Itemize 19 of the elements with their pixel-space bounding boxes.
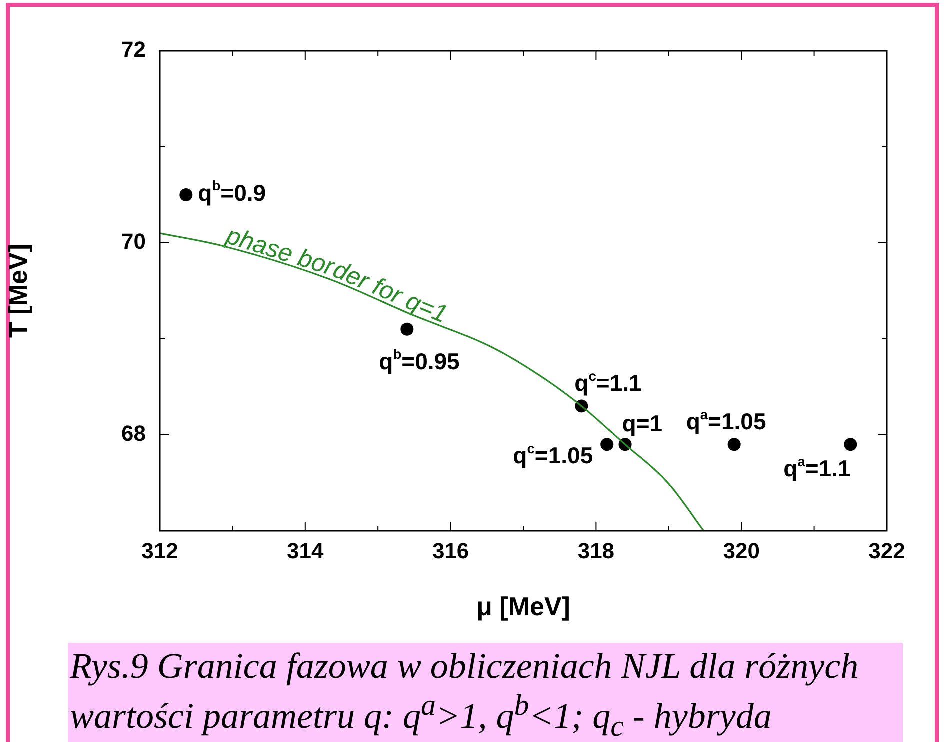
annotation: q=1 <box>622 410 663 437</box>
y-axis-title: T [MeV] <box>2 244 33 338</box>
y-tick-label: 70 <box>122 229 146 254</box>
text: Rys.9 Granica fazowa w obliczeniach NJL dla różnych wartości parametru q: q$^{a}$>1, q$^{b}$<1; q$_{c}$ - hybryda <box>68 643 903 742</box>
y-tick-label: 72 <box>122 37 146 62</box>
x-tick-label: 312 <box>142 538 178 564</box>
point <box>600 438 614 452</box>
point <box>844 438 858 452</box>
x-tick-label: 322 <box>868 538 906 564</box>
x-tick-label: 314 <box>287 538 325 564</box>
x-tick-label: 320 <box>723 538 760 564</box>
point <box>728 438 741 452</box>
point <box>180 188 193 202</box>
y-tick-label: 68 <box>122 421 146 446</box>
x-tick-label: 318 <box>578 538 615 564</box>
x-tick-label: 316 <box>432 538 470 564</box>
x-axis-title: μ [MeV] <box>476 592 570 622</box>
point <box>400 322 414 336</box>
text: phase border for q=1 <box>223 222 452 329</box>
